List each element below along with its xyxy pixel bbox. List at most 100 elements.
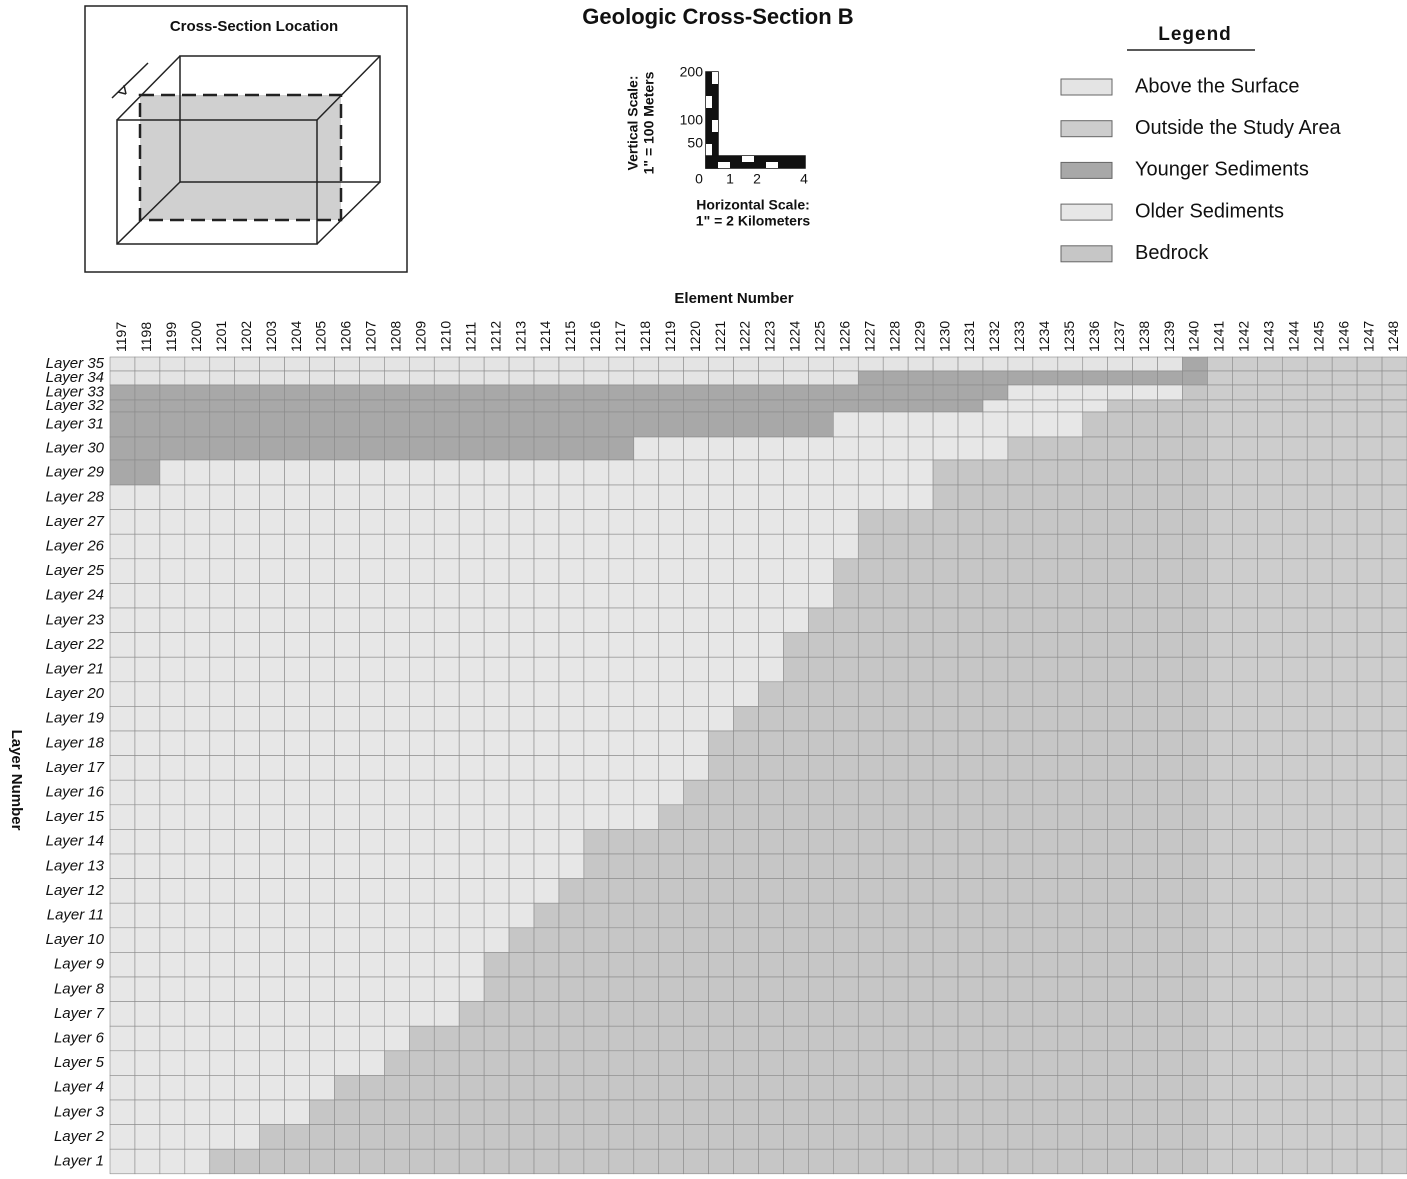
element-label: 1209 <box>412 321 428 352</box>
grid-cell <box>534 706 559 731</box>
grid-cell <box>783 583 808 608</box>
grid-cell <box>434 583 459 608</box>
grid-cell <box>983 1149 1008 1174</box>
grid-cell <box>509 485 534 510</box>
grid-cell <box>409 952 434 977</box>
grid-cell <box>1108 805 1133 830</box>
grid-cell <box>933 1125 958 1150</box>
grid-cell <box>310 608 335 633</box>
grid-cell <box>1332 682 1357 707</box>
grid-cell <box>459 1075 484 1100</box>
grid-cell <box>135 1026 160 1051</box>
grid-cell <box>1332 756 1357 781</box>
grid-cell <box>1332 952 1357 977</box>
grid-cell <box>534 485 559 510</box>
grid-cell <box>359 780 384 805</box>
grid-cell <box>883 583 908 608</box>
grid-cell <box>384 706 409 731</box>
grid-cell <box>334 559 359 584</box>
grid-cell <box>1133 952 1158 977</box>
grid-cell <box>359 485 384 510</box>
grid-cell <box>958 706 983 731</box>
grid-cell <box>808 437 833 460</box>
grid-cell <box>384 485 409 510</box>
grid-cell <box>1008 460 1033 485</box>
grid-cell <box>235 928 260 953</box>
grid-cell <box>1183 731 1208 756</box>
grid-cell <box>1158 412 1183 437</box>
grid-cell <box>783 437 808 460</box>
grid-cell <box>359 657 384 682</box>
grid-cell <box>1382 1149 1407 1174</box>
grid-cell <box>1133 780 1158 805</box>
grid-cell <box>783 977 808 1002</box>
grid-cell <box>1357 952 1382 977</box>
grid-cell <box>808 756 833 781</box>
grid-cell <box>609 357 634 371</box>
grid-cell <box>1008 485 1033 510</box>
grid-cell <box>659 903 684 928</box>
grid-cell <box>1183 780 1208 805</box>
grid-cell <box>1307 485 1332 510</box>
grid-cell <box>634 385 659 400</box>
grid-cell <box>260 1051 285 1076</box>
grid-cell <box>808 371 833 385</box>
grid-cell <box>1332 357 1357 371</box>
grid-cell <box>1083 371 1108 385</box>
grid-cell <box>883 952 908 977</box>
grid-cell <box>185 854 210 879</box>
grid-cell <box>285 437 310 460</box>
grid-cell <box>1257 977 1282 1002</box>
grid-cell <box>185 657 210 682</box>
grid-cell <box>808 706 833 731</box>
grid-cell <box>110 371 135 385</box>
grid-cell <box>1133 559 1158 584</box>
grid-cell <box>509 608 534 633</box>
layer-label: Layer 9 <box>54 956 105 973</box>
element-label: 1229 <box>911 321 927 352</box>
grid-cell <box>210 854 235 879</box>
grid-cell <box>783 682 808 707</box>
grid-cell <box>1083 829 1108 854</box>
grid-cell <box>484 977 509 1002</box>
grid-cell <box>135 510 160 535</box>
grid-cell <box>235 371 260 385</box>
grid-cell <box>1033 371 1058 385</box>
grid-cell <box>634 559 659 584</box>
grid-cell <box>609 1075 634 1100</box>
grid-cell <box>1033 1125 1058 1150</box>
legend-label: Above the Surface <box>1135 75 1300 97</box>
grid-cell <box>609 583 634 608</box>
grid-cell <box>1083 756 1108 781</box>
grid-cell <box>933 583 958 608</box>
grid-cell <box>1033 756 1058 781</box>
grid-cell <box>1332 534 1357 559</box>
grid-cell <box>1108 731 1133 756</box>
grid-cell <box>1158 400 1183 412</box>
grid-cell <box>1158 1026 1183 1051</box>
grid-cell <box>359 371 384 385</box>
grid-cell <box>734 731 759 756</box>
grid-cell <box>1033 633 1058 658</box>
grid-cell <box>908 534 933 559</box>
grid-cell <box>808 1149 833 1174</box>
grid-cell <box>684 706 709 731</box>
grid-cell <box>110 534 135 559</box>
grid-cell <box>1332 706 1357 731</box>
grid-cell <box>734 805 759 830</box>
grid-cell <box>609 952 634 977</box>
grid-cell <box>858 633 883 658</box>
grid-cell <box>1033 1002 1058 1027</box>
grid-cell <box>509 534 534 559</box>
grid-cell <box>858 1075 883 1100</box>
grid-cell <box>310 1002 335 1027</box>
grid-cell <box>434 1075 459 1100</box>
grid-cell <box>1108 385 1133 400</box>
grid-cell <box>808 977 833 1002</box>
grid-cell <box>958 357 983 371</box>
grid-cell <box>1158 952 1183 977</box>
grid-cell <box>634 805 659 830</box>
grid-cell <box>384 460 409 485</box>
element-label: 1228 <box>886 321 902 352</box>
grid-cell <box>135 854 160 879</box>
